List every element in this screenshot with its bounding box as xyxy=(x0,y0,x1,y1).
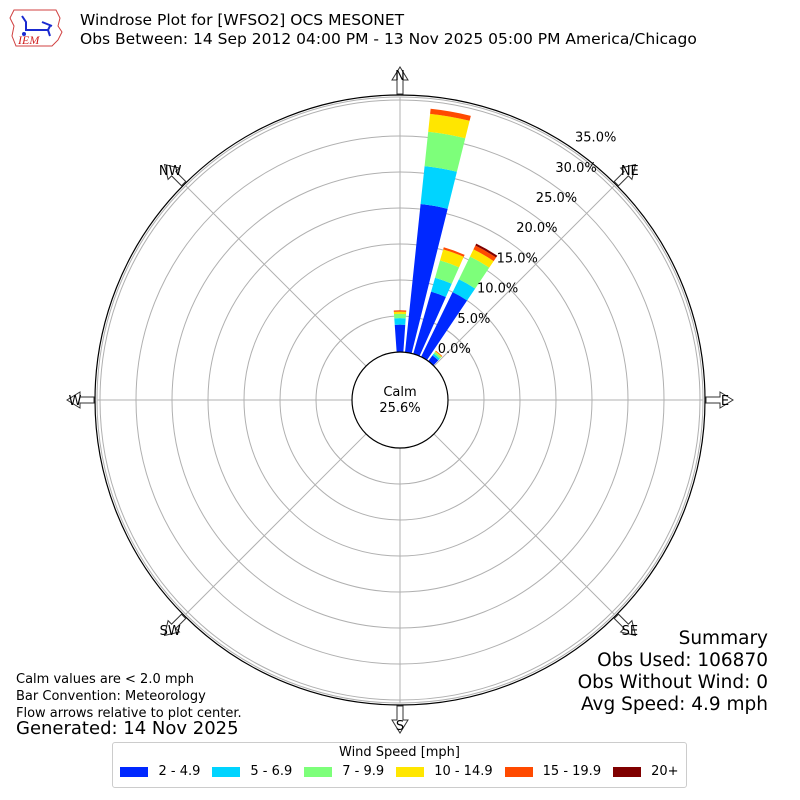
legend-title: Wind Speed [mph] xyxy=(339,745,460,760)
wind-bar-segment xyxy=(405,204,448,354)
flow-arrow-icon xyxy=(66,391,95,409)
wind-bar-segment xyxy=(458,256,490,289)
legend-item: 5 - 6.9 xyxy=(212,764,292,779)
legend-label: 20+ xyxy=(651,764,679,779)
radial-tick-label: 10.0% xyxy=(477,282,518,297)
legend-label: 5 - 6.9 xyxy=(250,764,293,779)
calm-note: Calm values are < 2.0 mph xyxy=(16,672,195,687)
compass-label-nw: NW xyxy=(159,164,182,179)
wind-bar-segment xyxy=(393,310,407,312)
flow-arrow-icon xyxy=(163,163,187,187)
summary: Summary Obs Used: 106870 Obs Without Win… xyxy=(578,628,768,716)
flow-arrow-icon xyxy=(391,705,409,734)
wind-bar-segment xyxy=(473,245,497,262)
radial-tick-label: 20.0% xyxy=(516,221,557,236)
radial-tick-label: 5.0% xyxy=(457,312,490,327)
wind-bar-segment xyxy=(435,350,443,357)
wind-bar-segment xyxy=(394,324,406,353)
legend-item: 10 - 14.9 xyxy=(396,764,493,779)
calm-label: Calm xyxy=(383,385,416,400)
grid-spoke xyxy=(185,433,367,615)
avg-speed: Avg Speed: 4.9 mph xyxy=(580,694,768,715)
title-line-1: Windrose Plot for [WFSO2] OCS MESONET xyxy=(80,11,405,29)
compass-label-sw: SW xyxy=(160,624,181,639)
legend-label: 2 - 4.9 xyxy=(158,764,201,779)
title-line-2: Obs Between: 14 Sep 2012 04:00 PM - 13 N… xyxy=(80,30,697,48)
flow-arrow-icon xyxy=(613,163,637,187)
summary-title: Summary xyxy=(678,628,768,649)
compass-label-ne: NE xyxy=(621,164,639,179)
legend-items: 2 - 4.9 5 - 6.9 7 - 9.9 10 - 14.9 15 - 19.9 2… xyxy=(113,764,686,779)
legend-swatch xyxy=(304,766,333,777)
wind-bar-segment xyxy=(452,279,476,301)
legend-swatch xyxy=(613,766,642,777)
chart-title: Windrose Plot for [WFSO2] OCS MESONET Ob… xyxy=(80,11,697,49)
wind-bar-segment xyxy=(434,351,442,358)
wind-bar-segment xyxy=(413,291,446,357)
wind-bar-segment xyxy=(430,108,471,121)
obs-without-wind: Obs Without Wind: 0 xyxy=(577,672,768,693)
legend-item: 20+ xyxy=(613,764,679,779)
compass-label-s: S xyxy=(396,719,404,734)
grid-spoke xyxy=(433,433,615,615)
compass-label-e: E xyxy=(721,394,729,409)
flow-arrow-icon xyxy=(391,66,409,95)
logo-text: IEM xyxy=(17,33,40,47)
radial-tick-label: 15.0% xyxy=(497,251,538,266)
notes: Calm values are < 2.0 mph Bar Convention… xyxy=(16,671,242,722)
legend-label: 10 - 14.9 xyxy=(434,764,493,779)
compass-label-se: SE xyxy=(622,624,638,639)
wind-bar-segment xyxy=(428,113,470,139)
wind-bar-segment xyxy=(421,292,468,361)
legend-item: 2 - 4.9 xyxy=(120,764,200,779)
wind-bar-segment xyxy=(394,318,406,325)
wind-bar-segment xyxy=(435,260,460,284)
legend-swatch xyxy=(396,766,425,777)
wind-bar-segment xyxy=(431,277,452,297)
wind-bar-segment xyxy=(440,249,464,268)
grid-spoke xyxy=(185,185,367,367)
wind-bar-segment xyxy=(393,311,407,315)
calm-circle xyxy=(351,351,449,449)
calm-value: 25.6% xyxy=(379,401,420,416)
bar-convention-note: Bar Convention: Meteorology xyxy=(16,689,206,704)
flow-arrow-icon xyxy=(163,613,187,637)
legend-swatch xyxy=(504,766,533,777)
flow-arrow-icon xyxy=(613,613,637,637)
legend: Wind Speed [mph] 2 - 4.9 5 - 6.9 7 - 9.9 10… xyxy=(112,742,687,788)
radial-tick-label: 30.0% xyxy=(555,161,596,176)
legend-item: 15 - 19.9 xyxy=(504,764,602,779)
wind-bar-segment xyxy=(443,247,465,257)
wind-bar-segment xyxy=(475,243,498,258)
radial-tick-label: 35.0% xyxy=(575,131,616,146)
generated-date: Generated: 14 Nov 2025 xyxy=(16,718,239,739)
legend-swatch xyxy=(120,766,149,777)
legend-label: 15 - 19.9 xyxy=(542,764,602,779)
wind-bar-segment xyxy=(393,313,407,319)
legend-item: 7 - 9.9 xyxy=(304,764,384,779)
wind-bar-segment xyxy=(433,351,442,359)
grid-spoke xyxy=(433,185,615,367)
wind-bar-segment xyxy=(424,131,466,172)
compass-label-n: N xyxy=(395,69,405,84)
iem-logo: IEM xyxy=(9,9,63,47)
obs-used: Obs Used: 106870 xyxy=(597,650,768,671)
plot-frame xyxy=(94,94,706,706)
legend-label: 7 - 9.9 xyxy=(342,764,385,779)
wind-bar-segment xyxy=(432,353,440,361)
legend-swatch xyxy=(212,766,241,777)
compass-label-w: W xyxy=(69,394,82,409)
wind-bar-segment xyxy=(420,166,457,209)
flow-arrow-icon xyxy=(705,391,734,409)
flow-arrows-note: Flow arrows relative to plot center. xyxy=(16,706,242,721)
radial-tick-label: 0.0% xyxy=(438,342,471,357)
radial-tick-label: 25.0% xyxy=(536,191,577,206)
wind-bar-segment xyxy=(469,249,494,268)
